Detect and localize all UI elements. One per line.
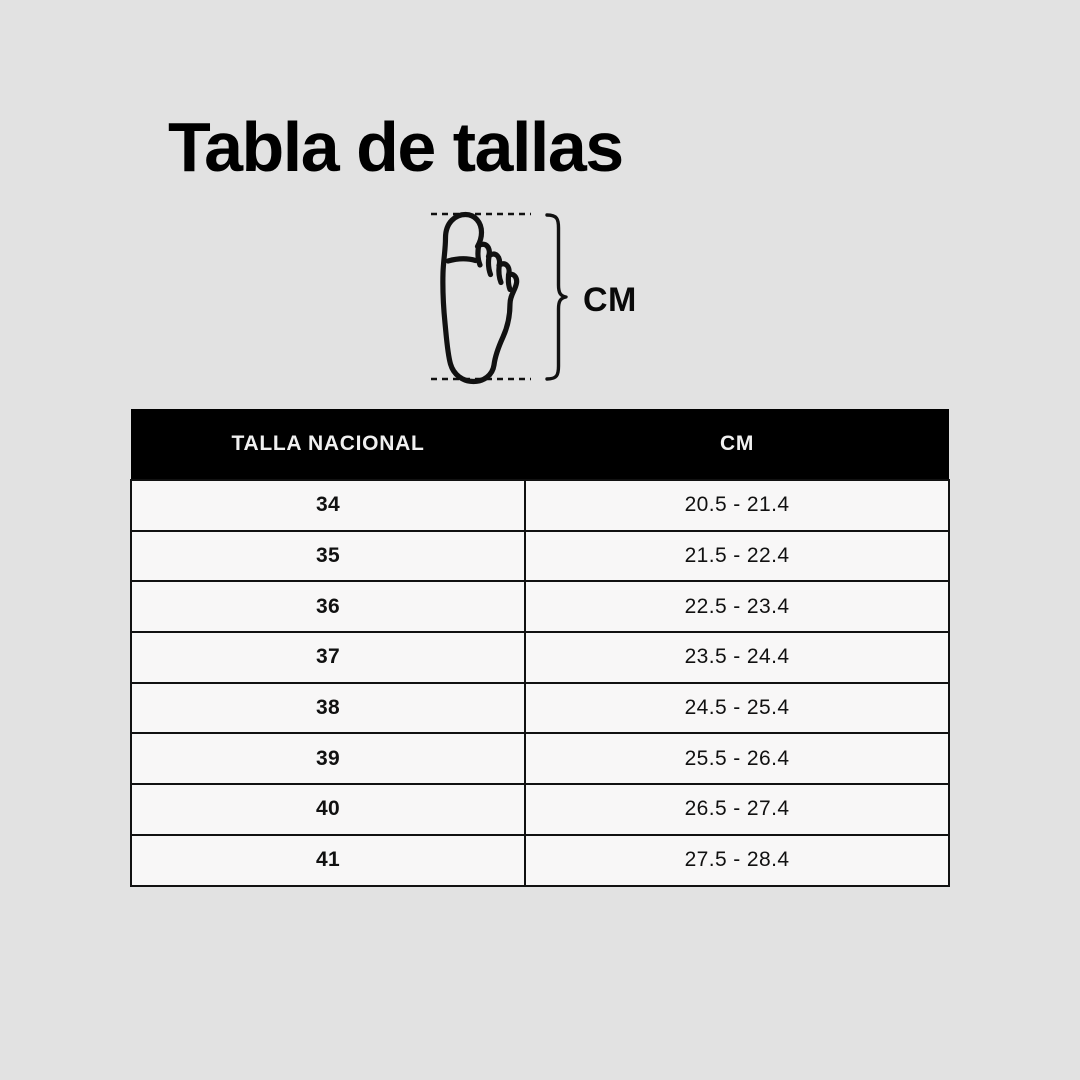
cell-size: 38 [130,681,526,735]
table-header-row: TALLA NACIONAL CM [131,409,949,480]
cell-size: 34 [130,479,526,532]
table-row: 38 24.5 - 25.4 [130,681,950,735]
cell-cm: 20.5 - 21.4 [524,479,950,532]
cell-size: 36 [130,580,526,634]
cell-cm: 23.5 - 24.4 [524,631,950,684]
table-row: 35 21.5 - 22.4 [130,529,950,583]
column-header-talla-nacional: TALLA NACIONAL [131,409,525,480]
cell-cm: 27.5 - 28.4 [524,833,950,887]
table-row: 41 27.5 - 28.4 [130,833,950,887]
foot-measurement-diagram [415,205,675,395]
table-row: 37 23.5 - 24.4 [130,631,950,684]
cell-cm: 26.5 - 27.4 [524,783,950,836]
table-row: 36 22.5 - 23.4 [130,580,950,634]
curly-brace-icon [545,213,568,381]
cm-measure-label: CM [583,281,637,319]
cell-cm: 22.5 - 23.4 [524,580,950,634]
cell-cm: 21.5 - 22.4 [524,529,950,583]
table-body: 34 20.5 - 21.4 35 21.5 - 22.4 36 22.5 - … [130,479,950,887]
cell-size: 39 [130,732,526,786]
table-row: 39 25.5 - 26.4 [130,732,950,786]
footprint-sole-icon [440,211,520,385]
table-row: 34 20.5 - 21.4 [130,479,950,532]
cell-cm: 25.5 - 26.4 [524,732,950,786]
cell-size: 41 [130,833,526,887]
size-chart-table: TALLA NACIONAL CM 34 20.5 - 21.4 35 21.5… [130,409,950,887]
cell-cm: 24.5 - 25.4 [524,681,950,735]
cell-size: 35 [130,529,526,583]
column-header-cm: CM [525,409,949,480]
cell-size: 40 [130,783,526,836]
page-title: Tabla de tallas [168,108,624,186]
cell-size: 37 [130,631,526,684]
table-row: 40 26.5 - 27.4 [130,783,950,836]
